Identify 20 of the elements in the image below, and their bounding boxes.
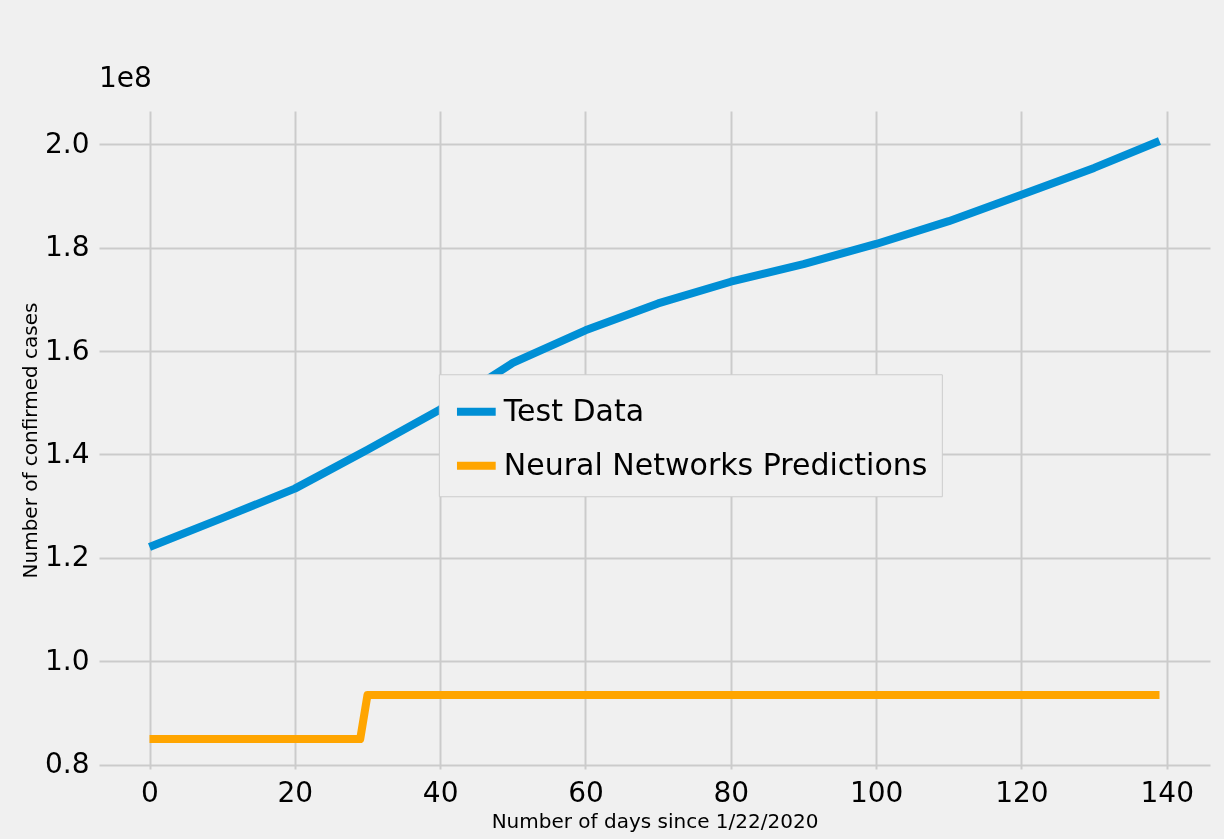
x-tick-label: 20 [277, 775, 314, 809]
y-tick-label: 1.2 [44, 540, 90, 574]
y-axis-title: Number of confirmed cases [17, 302, 42, 579]
legend-label: Neural Networks Predictions [503, 446, 928, 482]
legend-label: Test Data [502, 392, 645, 428]
text: 1e8 [99, 61, 152, 94]
x-tick-label: 100 [849, 775, 904, 809]
x-tick-label: 80 [713, 775, 750, 809]
y-tick-label: 2.0 [44, 126, 90, 160]
x-tick-label: 120 [995, 775, 1049, 809]
x-tick-label: 40 [422, 775, 459, 809]
y-tick-label: 0.8 [44, 747, 90, 781]
x-tick-label: 0 [141, 775, 159, 809]
y-tick-label: 1.8 [44, 230, 90, 264]
x-tick-label: 140 [1140, 775, 1194, 809]
y-tick-label: 1.6 [44, 333, 90, 367]
x-axis-title: Number of days since 1/22/2020 [491, 808, 819, 833]
y-tick-label: 1.0 [44, 643, 90, 677]
x-tick-label: 60 [568, 775, 604, 809]
y-tick-label: 1.4 [44, 436, 90, 470]
